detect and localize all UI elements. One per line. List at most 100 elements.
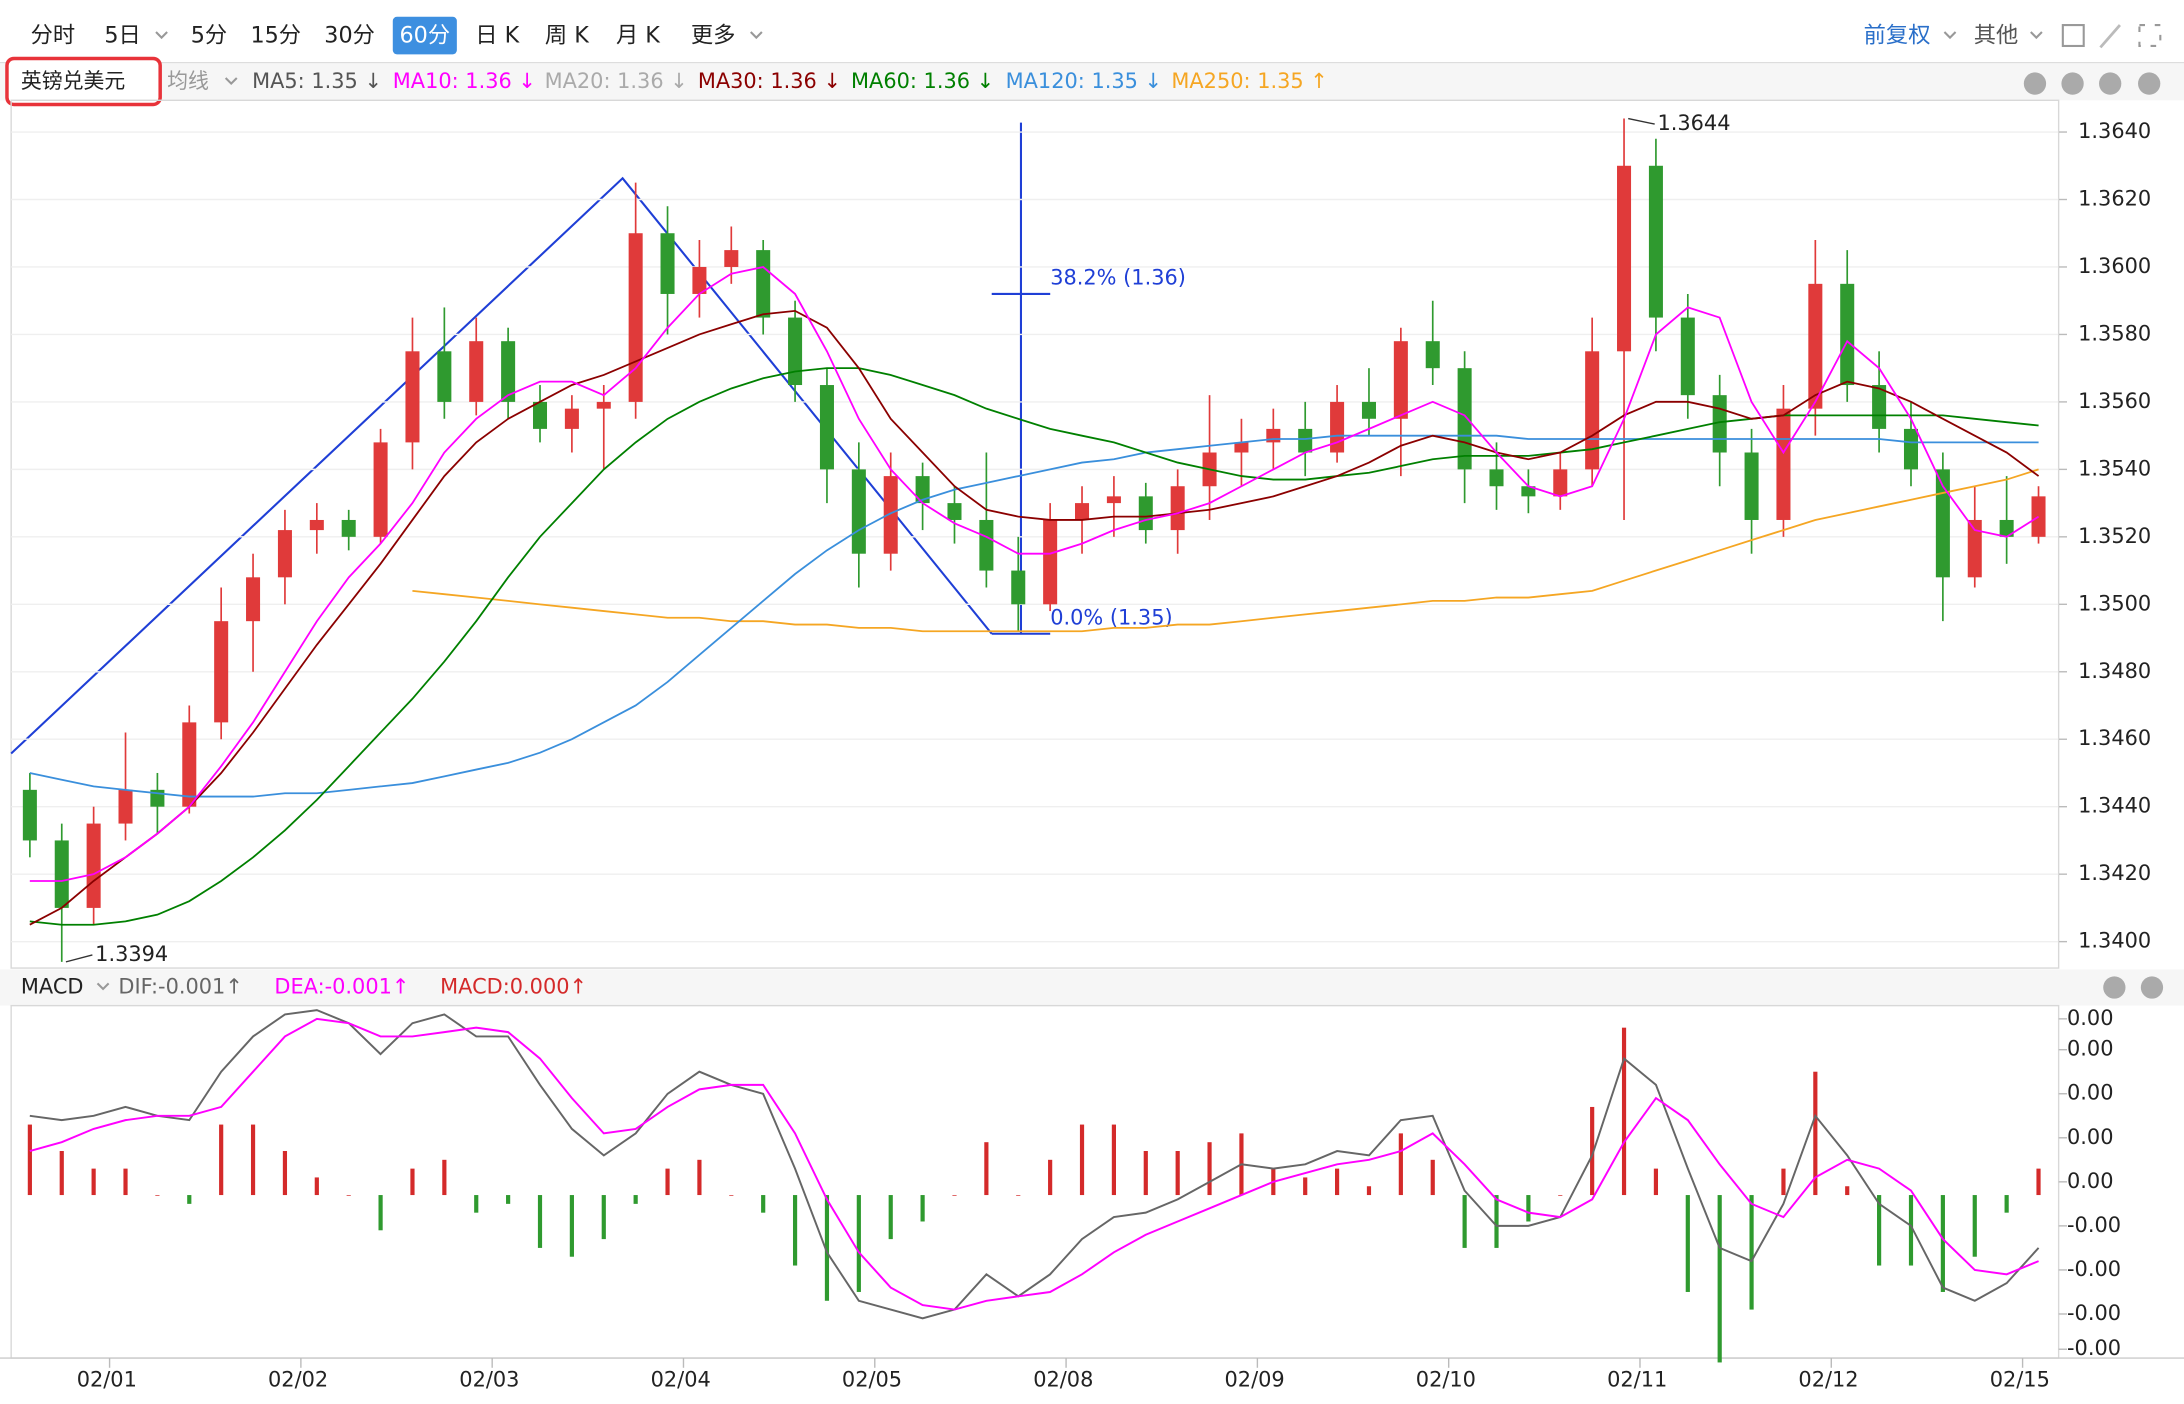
candle-body: [373, 442, 388, 537]
macd-bar: [1972, 1195, 1977, 1257]
candle-body: [1648, 165, 1663, 318]
legend-item[interactable]: MA60: 1.36 ↓: [851, 69, 994, 93]
grid-icon[interactable]: [2061, 24, 2085, 48]
ma-line: [29, 266, 2040, 882]
macd-bar: [1175, 1151, 1180, 1196]
macd-bar: [888, 1195, 893, 1240]
macd-bar: [1781, 1168, 1786, 1196]
toolbar-menu[interactable]: 前复权: [1864, 23, 1931, 49]
y-tick-label: 1.3620: [2078, 187, 2151, 211]
macd-bar: [1494, 1195, 1499, 1248]
ma-line: [412, 468, 2039, 633]
symbol-name[interactable]: 英镑兑美元: [21, 69, 125, 93]
macd-bar: [952, 1195, 957, 1196]
toolbar-menu[interactable]: 其他: [1974, 23, 2019, 49]
macd-bar: [1398, 1133, 1403, 1196]
tab[interactable]: 更多: [691, 23, 736, 49]
low-arrow: [65, 954, 93, 963]
tab[interactable]: 5日: [104, 23, 140, 49]
legend-item[interactable]: MA20: 1.36 ↓: [545, 69, 688, 93]
x-tick-label: 02/11: [1607, 1367, 1667, 1391]
y-tick-label: 1.3600: [2078, 254, 2151, 278]
settings-icon[interactable]: [2099, 72, 2122, 95]
macd-bar: [0, 969, 2184, 1006]
fullscreen-icon[interactable]: [2138, 24, 2162, 48]
dropdown-icon[interactable]: [155, 31, 168, 40]
candle-body: [724, 250, 739, 267]
indicator-name[interactable]: MACD: [21, 975, 84, 999]
minimize-icon[interactable]: [2023, 72, 2047, 95]
legend-item[interactable]: MA10: 1.36 ↓: [393, 69, 536, 93]
macd-bar: [1717, 1195, 1722, 1363]
dropdown-icon[interactable]: [224, 77, 238, 86]
macd-bar: [123, 1168, 128, 1196]
candle-body: [1011, 570, 1026, 605]
candle-body: [628, 233, 643, 402]
ma-label[interactable]: 均线: [167, 69, 209, 93]
legend-item[interactable]: MACD:0.000↑: [440, 975, 587, 999]
legend-item[interactable]: DEA:-0.001↑: [274, 975, 409, 999]
candle-body: [1361, 401, 1376, 419]
macd-bar: [1877, 1195, 1882, 1266]
y-tick-label: -0.00: [2067, 1213, 2121, 1237]
legend-item[interactable]: MA30: 1.36 ↓: [698, 69, 841, 93]
active-tab[interactable]: [392, 16, 457, 55]
tab[interactable]: 分时: [31, 23, 76, 49]
legend-item[interactable]: MA5: 1.35 ↓: [252, 69, 382, 93]
y-tick-label: 1.3640: [2078, 119, 2151, 143]
dropdown-icon[interactable]: [96, 982, 110, 991]
macd-bar: [27, 1124, 32, 1196]
settings-icon[interactable]: [2103, 976, 2126, 999]
legend-item[interactable]: MA250: 1.35 ↑: [1171, 69, 1327, 93]
high-arrow: [1628, 117, 1655, 125]
macd-bar: [1430, 1159, 1435, 1196]
add-icon[interactable]: [2061, 72, 2084, 95]
macd-bar: [665, 1168, 670, 1196]
macd-bar: [1079, 1124, 1085, 1196]
legend-item[interactable]: MA120: 1.35 ↓: [1006, 69, 1162, 93]
legend-item[interactable]: DIF:-0.001↑: [118, 975, 242, 999]
y-tick-label: 1.3540: [2078, 456, 2151, 480]
tab[interactable]: 15分: [250, 23, 301, 49]
candle-body: [1840, 283, 1855, 386]
symbol-box[interactable]: [5, 56, 162, 107]
close-icon[interactable]: [2140, 976, 2164, 999]
macd-bar: [346, 1195, 351, 1196]
macd-bar: [442, 1159, 447, 1196]
x-tick-label: 02/03: [459, 1367, 519, 1391]
y-tick-label: 1.3580: [2078, 321, 2151, 345]
tab[interactable]: 5分: [191, 23, 227, 49]
fib-label: 0.0% (1.35): [1050, 605, 1172, 629]
candle-body: [1457, 368, 1472, 470]
candle-body: [501, 341, 516, 402]
macd-bar: [1908, 1195, 1914, 1266]
macd-bar: [1749, 1195, 1754, 1310]
y-tick-label: -0.00: [2067, 1336, 2121, 1360]
y-tick-label: 1.3500: [2078, 591, 2151, 615]
dropdown-icon[interactable]: [2030, 31, 2043, 40]
dropdown-icon[interactable]: [1943, 31, 1957, 40]
candle-body: [1744, 452, 1759, 520]
x-tick-label: 02/02: [268, 1367, 328, 1391]
candle-body: [277, 530, 292, 578]
tab[interactable]: 周 K: [545, 23, 590, 49]
candle-body: [660, 233, 675, 294]
macd-bar: [2004, 1195, 2009, 1213]
macd-bar: [1111, 1124, 1116, 1196]
tab[interactable]: 30分: [324, 23, 375, 49]
draw-icon[interactable]: [2099, 24, 2121, 49]
fib-label: 38.2% (1.36): [1050, 266, 1186, 290]
dropdown-icon[interactable]: [750, 31, 763, 40]
x-tick-label: 02/10: [1416, 1367, 1476, 1391]
candle-body: [819, 385, 834, 470]
tab[interactable]: 日 K: [475, 23, 520, 49]
tab[interactable]: 60分: [400, 23, 451, 49]
trend-line[interactable]: [10, 176, 993, 755]
tab[interactable]: 月 K: [616, 23, 661, 49]
macd-bar: [633, 1195, 638, 1204]
macd-bar: [1303, 1177, 1308, 1196]
ma-line: [29, 309, 2040, 926]
close-icon[interactable]: [2138, 72, 2161, 95]
candle-body: [947, 503, 962, 520]
